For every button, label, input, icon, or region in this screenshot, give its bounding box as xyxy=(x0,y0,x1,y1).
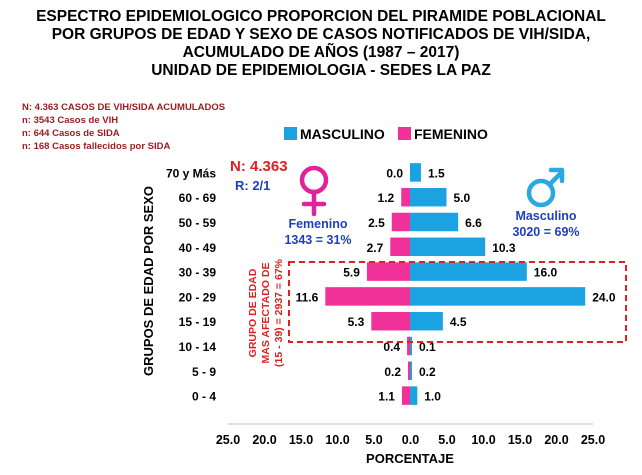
group-annotation-line: MAS AFECTADO DE xyxy=(260,263,272,364)
category-label: 0 - 4 xyxy=(192,390,216,404)
female-total-value: 1343 = 31% xyxy=(284,233,351,247)
highlight-box xyxy=(288,261,627,343)
legend: MASCULINO FEMENINO xyxy=(284,126,488,142)
x-tick-label: 0.0 xyxy=(402,433,419,447)
bar-femenino xyxy=(401,187,410,207)
category-label: 40 - 49 xyxy=(179,241,217,255)
data-label-femenino: 1.1 xyxy=(378,390,395,404)
data-label-femenino: 0.4 xyxy=(383,340,400,354)
data-label-femenino: 11.6 xyxy=(296,290,319,304)
bar-femenino xyxy=(391,212,410,232)
bars xyxy=(325,163,586,405)
bar-masculino xyxy=(410,212,459,232)
note-line: n: 168 Casos fallecidos por SIDA xyxy=(22,141,171,152)
data-label-masculino: 0.1 xyxy=(419,340,436,354)
data-label-femenino: 5.3 xyxy=(348,315,365,329)
male-symbol-icon xyxy=(526,167,565,208)
category-label: 30 - 39 xyxy=(179,266,217,280)
data-label-masculino: 6.6 xyxy=(465,216,482,230)
bar-masculino xyxy=(410,262,527,281)
category-label: 60 - 69 xyxy=(179,191,217,205)
data-label-masculino: 4.5 xyxy=(450,315,467,329)
bar-masculino xyxy=(410,187,447,207)
x-tick-label: 25.0 xyxy=(581,433,605,447)
x-tick-labels: 25.0 20.0 15.0 10.0 5.0 0.0 5.0 10.0 15.0 20.0 25.… xyxy=(216,433,605,447)
note-line: n: 644 Casos de SIDA xyxy=(22,128,120,139)
data-label-masculino: 16.0 xyxy=(534,266,558,280)
category-label: 20 - 29 xyxy=(179,290,217,304)
x-axis-title: PORCENTAJE xyxy=(366,451,454,466)
bar-masculino xyxy=(410,311,443,331)
bar-femenino xyxy=(390,237,410,257)
legend-label-masculino: MASCULINO xyxy=(300,126,385,142)
female-total-label: Femenino xyxy=(288,217,347,231)
data-label-femenino: 0.0 xyxy=(386,166,403,180)
group-annotation-line: (15 - 39) = 2937 = 67% xyxy=(273,258,285,367)
title-line: ESPECTRO EPIDEMIOLOGICO PROPORCION DEL P… xyxy=(36,8,606,25)
x-tick-label: 5.0 xyxy=(438,433,455,447)
y-axis-title: GRUPOS DE EDAD POR SEXO xyxy=(141,186,156,376)
bar-masculino xyxy=(410,386,418,405)
x-tick-label: 25.0 xyxy=(216,433,240,447)
x-tick-label: 20.0 xyxy=(252,433,276,447)
x-tick-label: 5.0 xyxy=(365,433,382,447)
female-symbol-icon xyxy=(299,165,329,217)
data-label-femenino: 2.5 xyxy=(368,216,385,230)
note-line: N: 4.363 CASOS DE VIH/SIDA ACUMULADOS xyxy=(22,102,226,113)
category-label: 15 - 19 xyxy=(179,315,217,329)
bar-femenino xyxy=(407,336,410,356)
data-label-masculino: 0.2 xyxy=(419,365,436,379)
total-cases-label: N: 4.363 xyxy=(230,158,288,175)
bar-masculino xyxy=(410,361,412,381)
data-label-masculino: 10.3 xyxy=(492,241,516,255)
category-label: 70 y Más xyxy=(166,166,216,180)
legend-swatch-femenino xyxy=(398,127,411,140)
legend-swatch-masculino xyxy=(284,127,297,140)
data-label-masculino: 1.0 xyxy=(424,390,441,404)
title-line: UNIDAD DE EPIDEMIOLOGIA - SEDES LA PAZ xyxy=(151,62,491,79)
legend-label-femenino: FEMENINO xyxy=(414,126,488,142)
category-labels: 70 y Más 60 - 69 50 - 59 40 - 49 30 - 39 20 -… xyxy=(166,166,216,403)
x-tick-label: 20.0 xyxy=(544,433,568,447)
bar-femenino xyxy=(371,311,410,331)
category-label: 5 - 9 xyxy=(192,365,216,379)
male-total-label: Masculino xyxy=(515,209,576,223)
data-labels: 1.5 0.0 5.0 1.2 6.6 2.5 10.3 2.7 16.0 5.9 24.0 11.6… xyxy=(296,166,616,403)
case-notes: N: 4.363 CASOS DE VIH/SIDA ACUMULADOS n:… xyxy=(22,101,225,153)
data-label-femenino: 1.2 xyxy=(378,191,395,205)
data-label-masculino: 24.0 xyxy=(592,290,616,304)
x-tick-label: 10.0 xyxy=(325,433,349,447)
x-tick-label: 10.0 xyxy=(471,433,495,447)
data-label-femenino: 0.2 xyxy=(384,365,401,379)
data-label-femenino: 5.9 xyxy=(343,266,360,280)
bar-femenino xyxy=(408,361,410,381)
bar-masculino xyxy=(410,163,421,182)
group-annotation-line: GRUPO DE EDAD xyxy=(247,268,259,357)
bar-femenino xyxy=(401,386,410,405)
bar-femenino xyxy=(325,287,410,306)
title-line: ACUMULADO DE AÑOS (1987 – 2017) xyxy=(182,44,460,61)
male-total-value: 3020 = 69% xyxy=(512,225,579,239)
bar-femenino xyxy=(366,262,410,281)
title-line: POR GRUPOS DE EDAD Y SEXO DE CASOS NOTIF… xyxy=(51,26,591,43)
bar-masculino xyxy=(410,287,586,306)
data-label-masculino: 5.0 xyxy=(454,191,471,205)
category-label: 10 - 14 xyxy=(179,340,217,354)
x-tick-label: 15.0 xyxy=(508,433,532,447)
category-label: 50 - 59 xyxy=(179,216,217,230)
bar-masculino xyxy=(410,237,486,257)
data-label-masculino: 1.5 xyxy=(428,166,445,180)
group-annotation: GRUPO DE EDAD MAS AFECTADO DE (15 - 39) … xyxy=(247,258,285,367)
x-tick-label: 15.0 xyxy=(289,433,313,447)
bar-masculino xyxy=(410,336,412,356)
note-line: n: 3543 Casos de VIH xyxy=(22,115,119,126)
ratio-label: R: 2/1 xyxy=(235,178,270,193)
chart-title: ESPECTRO EPIDEMIOLOGICO PROPORCION DEL P… xyxy=(0,8,642,80)
data-label-femenino: 2.7 xyxy=(367,241,384,255)
